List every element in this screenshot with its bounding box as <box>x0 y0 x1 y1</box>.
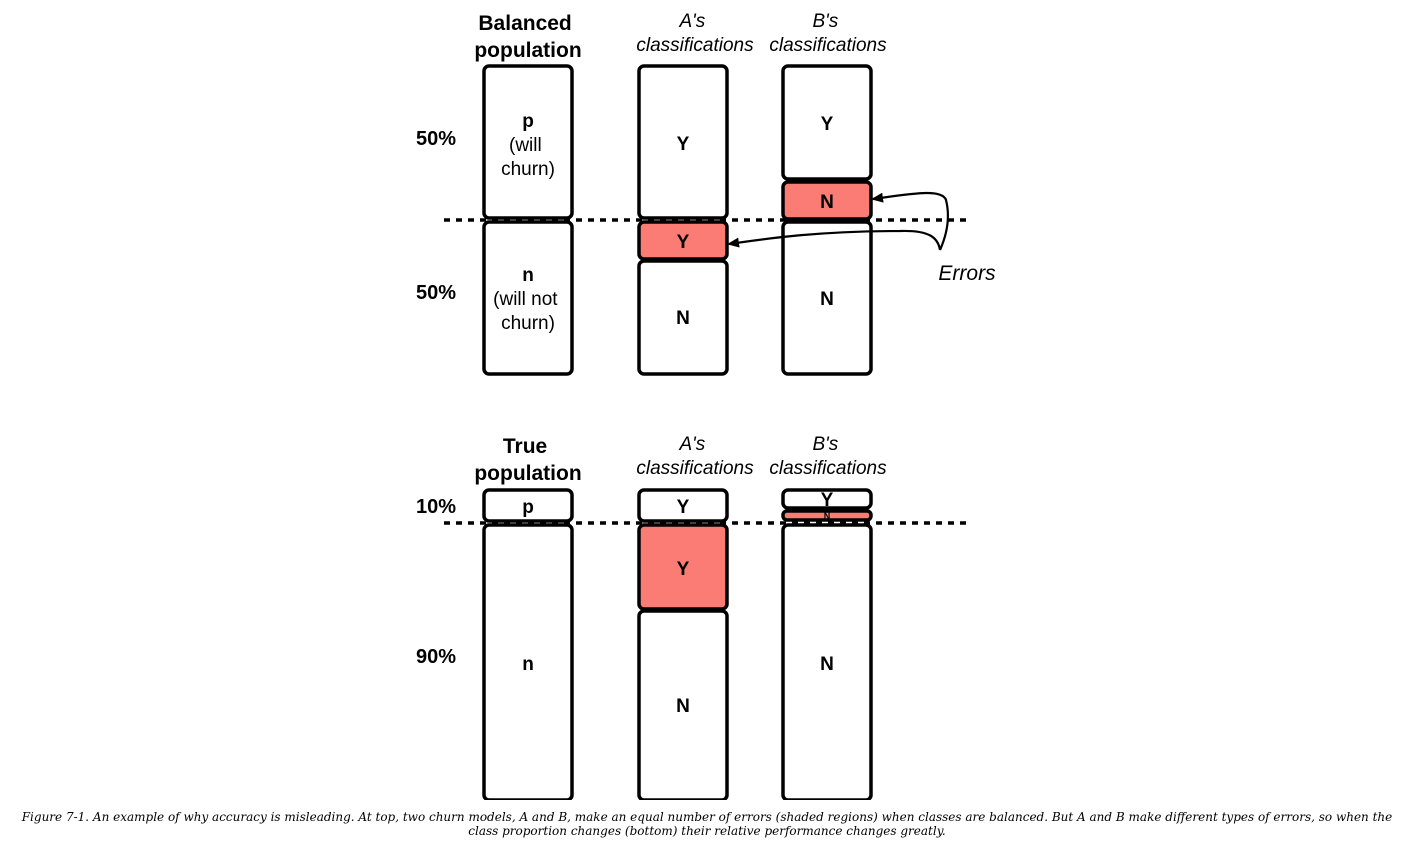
bottom-b-cell-n-correct <box>781 523 873 800</box>
top-a-cell-n-correct <box>637 259 729 376</box>
figure-caption: Figure 7-1. An example of why accuracy i… <box>21 810 1393 838</box>
top-population-title: Balanced population <box>474 12 581 62</box>
top-pct-upper: 50% <box>416 128 456 150</box>
top-b-cell-label-3: N <box>820 289 834 310</box>
bottom-b-cell-label-3: N <box>820 654 834 675</box>
top-pop-n-sub: (will not churn) <box>493 289 563 334</box>
top-pop-n-box <box>482 220 574 376</box>
top-b-cell-label-1: Y <box>821 114 834 135</box>
top-pop-p-label: p <box>522 111 534 132</box>
bottom-population-title: True population <box>474 435 581 485</box>
top-pct-lower: 50% <box>416 282 456 304</box>
bottom-a-header: A's classifications <box>636 434 754 479</box>
top-panel: Balanced population A's classifications … <box>416 11 996 376</box>
bottom-b-cell-y-correct <box>781 488 873 510</box>
top-a-cell-y-error <box>637 220 729 261</box>
bottom-pop-n-label: n <box>522 654 534 675</box>
top-a-cell-label-2: Y <box>677 232 690 253</box>
bottom-pct-upper: 10% <box>416 496 456 518</box>
top-b-header: B's classifications <box>769 11 887 56</box>
bottom-pct-lower: 90% <box>416 646 456 668</box>
top-arrow-to-b-error <box>871 191 950 251</box>
top-a-cell-label-3: N <box>676 308 690 329</box>
top-b-cell-n-error <box>781 180 873 221</box>
top-pop-n-label: n <box>522 265 534 286</box>
top-pop-p-box <box>482 64 574 220</box>
bottom-a-cell-label-1: Y <box>677 497 690 518</box>
bottom-b-cell-label-1: Y <box>821 490 834 511</box>
top-pop-p-sub: (will churn) <box>501 135 555 180</box>
bottom-pop-p-box <box>482 488 574 523</box>
top-arrow-to-a-error <box>727 229 942 251</box>
accuracy-diagram: Balanced population A's classifications … <box>416 11 996 800</box>
bottom-b-header: B's classifications <box>769 434 887 479</box>
top-b-cell-y-correct <box>781 64 873 181</box>
top-a-cell-label-1: Y <box>677 134 690 155</box>
bottom-pop-n-box <box>482 523 574 800</box>
top-a-header: A's classifications <box>636 11 754 56</box>
bottom-a-cell-label-2: Y <box>677 559 690 580</box>
bottom-b-cell-label-2: N <box>824 511 831 521</box>
bottom-a-cell-y-error <box>637 523 729 611</box>
top-errors-label: Errors <box>938 262 996 285</box>
bottom-pop-p-label: p <box>522 497 534 518</box>
top-b-cell-n-correct <box>781 220 873 376</box>
top-a-cell-y-correct <box>637 64 729 220</box>
top-b-cell-label-2: N <box>820 192 834 213</box>
bottom-a-cell-label-3: N <box>676 696 690 717</box>
bottom-a-cell-n-correct <box>637 609 729 800</box>
bottom-panel: True population A's classifications B's … <box>416 434 966 800</box>
bottom-b-cell-n-error <box>781 509 873 522</box>
bottom-a-cell-y-correct <box>637 488 729 523</box>
